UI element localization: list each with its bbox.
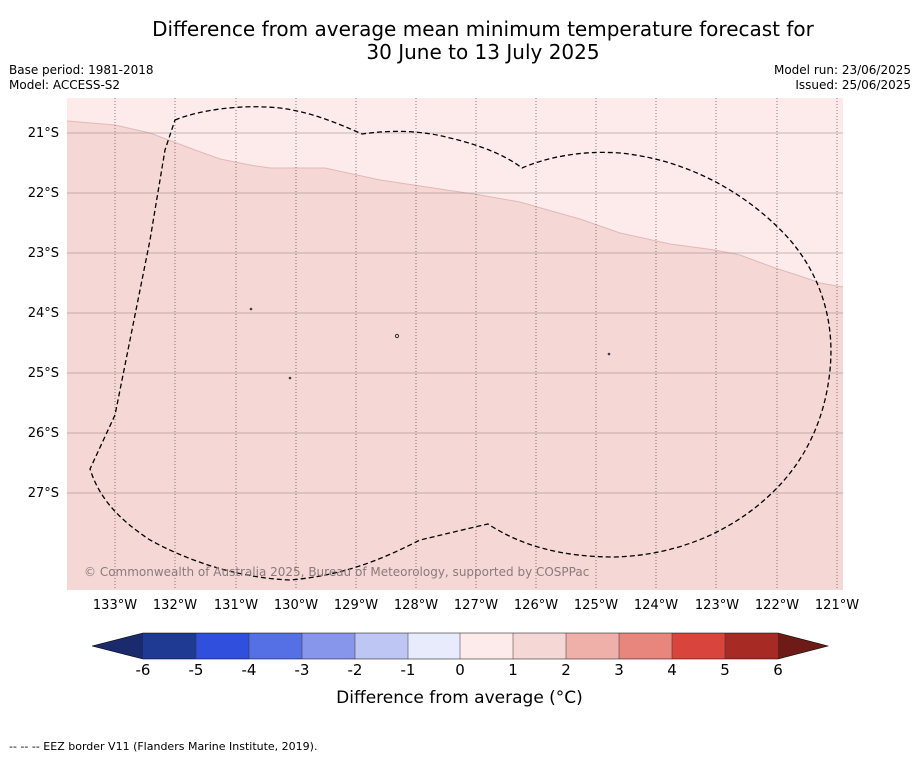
- lon-label: 130°W: [273, 598, 319, 613]
- lat-label: 26°S: [27, 426, 59, 441]
- colorbar-under-arrow: [92, 633, 143, 659]
- colorbar-cell: [196, 633, 249, 659]
- lon-label: 129°W: [333, 598, 379, 613]
- colorbar-tick-label: -6: [135, 661, 151, 679]
- colorbar-tick-label: 4: [667, 661, 677, 679]
- islands: [249, 307, 611, 380]
- colorbar-tick-label: -3: [294, 661, 310, 679]
- lon-label: 127°W: [453, 598, 499, 613]
- lon-label: 122°W: [754, 598, 800, 613]
- colorbar-cell: [460, 633, 513, 659]
- lat-label: 23°S: [27, 246, 59, 261]
- eez-legend-footer: -- -- -- EEZ border V11 (Flanders Marine…: [9, 740, 318, 753]
- colorbar-tick-label: 2: [561, 661, 571, 679]
- colorbar-cell: [302, 633, 355, 659]
- colorbar-tick-label: 6: [773, 661, 783, 679]
- lon-label: 125°W: [573, 598, 619, 613]
- colorbar-cell: [408, 633, 460, 659]
- colorbar-cell: [513, 633, 566, 659]
- colorbar-cell: [143, 633, 196, 659]
- colorbar-tick-label: 5: [720, 661, 730, 679]
- colorbar-tick-label: 3: [614, 661, 624, 679]
- colorbar-cell: [566, 633, 619, 659]
- colorbar-tick-label: -2: [347, 661, 363, 679]
- anomaly-0-1-region: [67, 98, 843, 287]
- colorbar-cell: [249, 633, 302, 659]
- lat-label: 21°S: [27, 126, 59, 141]
- colorbar-over-arrow: [778, 633, 828, 659]
- lon-label: 121°W: [814, 598, 860, 613]
- lon-label: 128°W: [393, 598, 439, 613]
- title-line-1: Difference from average mean minimum tem…: [152, 17, 814, 41]
- copyright-notice: © Commonwealth of Australia 2025, Bureau…: [84, 565, 590, 579]
- map-title: Difference from average mean minimum tem…: [0, 18, 919, 64]
- colorbar-tick-label: -1: [400, 661, 416, 679]
- title-line-2: 30 June to 13 July 2025: [366, 40, 600, 64]
- colorbar-cell: [619, 633, 672, 659]
- meta-right: Model run: 23/06/2025 Issued: 25/06/2025: [774, 63, 911, 93]
- lon-gridlines: [114, 98, 838, 590]
- lon-label: 124°W: [633, 598, 679, 613]
- lon-label: 133°W: [92, 598, 138, 613]
- lon-label: 123°W: [694, 598, 740, 613]
- lon-label: 126°W: [513, 598, 559, 613]
- colorbar-tick-label: 0: [455, 661, 465, 679]
- lat-label: 25°S: [27, 366, 59, 381]
- lat-label: 24°S: [27, 306, 59, 321]
- colorbar-tick-label: 1: [508, 661, 518, 679]
- issued-date: Issued: 25/06/2025: [795, 78, 911, 92]
- lon-label: 132°W: [152, 598, 198, 613]
- colorbar-cell: [672, 633, 725, 659]
- meta-left: Base period: 1981-2018 Model: ACCESS-S2: [9, 63, 154, 93]
- model-run: Model run: 23/06/2025: [773, 63, 911, 77]
- lat-gridlines: [67, 132, 843, 494]
- lat-label: 22°S: [27, 186, 59, 201]
- colorbar: [91, 632, 830, 660]
- lat-label: 27°S: [27, 486, 59, 501]
- colorbar-cell: [355, 633, 408, 659]
- colorbar-cell: [725, 633, 778, 659]
- colorbar-title: Difference from average (°C): [336, 688, 583, 708]
- anomaly-contour-line: [66, 120, 844, 288]
- colorbar-outline: [91, 632, 830, 660]
- base-period: Base period: 1981-2018: [9, 63, 154, 77]
- colorbar-tick-label: -5: [188, 661, 204, 679]
- model-name: Model: ACCESS-S2: [9, 78, 121, 92]
- colorbar-tick-label: -4: [241, 661, 257, 679]
- lon-label: 131°W: [213, 598, 259, 613]
